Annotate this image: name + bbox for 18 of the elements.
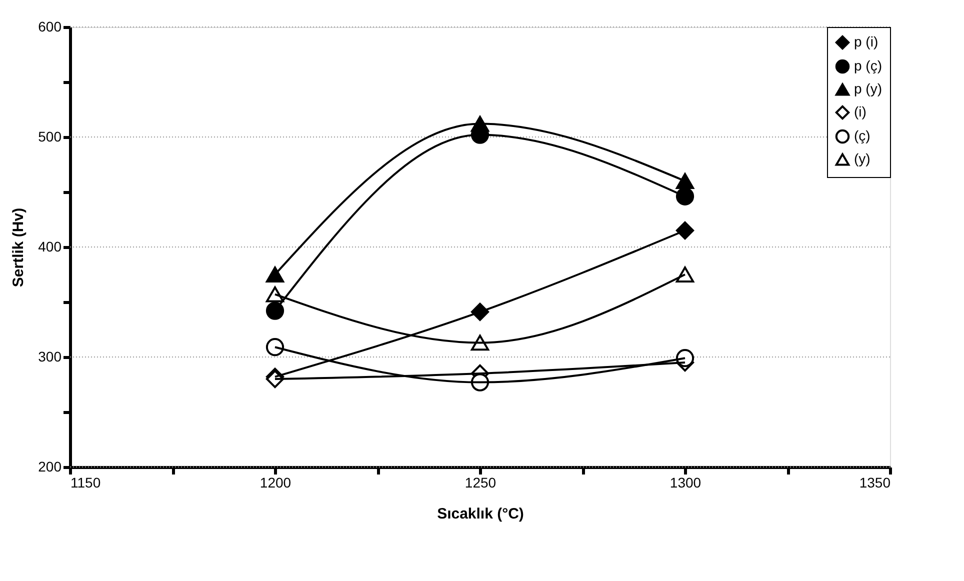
legend-label: p (y) bbox=[854, 80, 882, 96]
y-tick-label: 600 bbox=[38, 18, 62, 34]
y-tick-label: 200 bbox=[38, 458, 62, 474]
x-tick-label: 1250 bbox=[464, 474, 496, 490]
y-tick-label: 300 bbox=[38, 348, 62, 364]
legend-label: (i) bbox=[854, 104, 866, 120]
y-tick-label: 500 bbox=[38, 128, 62, 144]
legend-label: (ç) bbox=[854, 128, 870, 144]
x-tick-label: 1150 bbox=[70, 474, 101, 490]
x-tick-label: 1200 bbox=[260, 474, 292, 490]
legend-label: (y) bbox=[854, 150, 870, 166]
x-tick-label: 1350 bbox=[859, 474, 891, 490]
x-axis-title: Sıcaklık (°C) bbox=[437, 506, 524, 522]
y-axis-title: Sertlik (Hv) bbox=[10, 208, 28, 288]
legend-label: p (ç) bbox=[854, 58, 882, 74]
legend-label: p (i) bbox=[854, 34, 878, 50]
x-tick-label: 1300 bbox=[670, 474, 702, 490]
y-tick-label: 400 bbox=[38, 238, 62, 254]
